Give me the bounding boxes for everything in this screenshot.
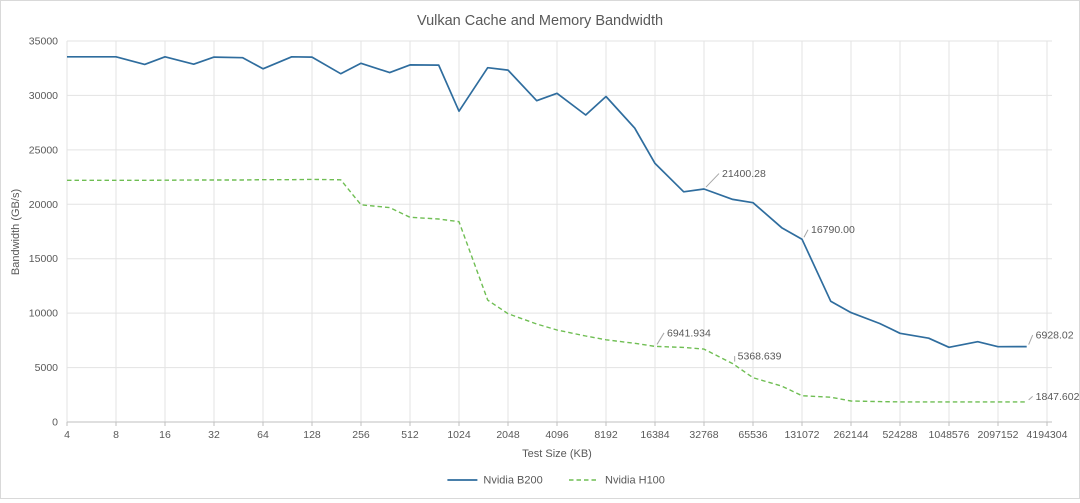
x-tick-label: 2048 <box>496 429 520 441</box>
x-tick-label: 16384 <box>640 429 669 441</box>
legend-item-nvidia-b200: Nvidia B200 <box>447 475 543 487</box>
legend: Nvidia B200 Nvidia H100 <box>447 475 665 487</box>
annotation-leader <box>1028 396 1033 401</box>
annotation-label: 6941.934 <box>667 327 711 339</box>
x-tick-label: 1024 <box>447 429 471 441</box>
annotations: 21400.28 16790.00 6928.02 6941.934 5368.639 1… <box>656 168 1080 403</box>
annotation-leader <box>705 173 720 188</box>
x-tick-label: 524288 <box>882 429 917 441</box>
x-tick-label: 32768 <box>689 429 718 441</box>
y-tick-label: 10000 <box>29 308 58 320</box>
series-line-nvidia-b200 <box>67 55 1027 349</box>
y-axis-title: Bandwidth (GB/s) <box>10 189 22 275</box>
annotation-leader <box>656 332 665 345</box>
y-tick-label: 35000 <box>29 36 58 48</box>
x-tick-label: 4 <box>64 429 70 441</box>
x-axis-title: Test Size (KB) <box>522 448 592 460</box>
x-tick-label: 32 <box>208 429 220 441</box>
x-tick-label: 128 <box>303 429 321 441</box>
annotation-label: 6928.02 <box>1036 330 1074 342</box>
y-tick-label: 15000 <box>29 253 58 265</box>
gridlines <box>66 40 1052 423</box>
x-tick-label: 16 <box>159 429 171 441</box>
x-tick-label: 512 <box>401 429 419 441</box>
y-tick-label: 25000 <box>29 144 58 156</box>
y-tick-label: 0 <box>52 417 58 429</box>
annotation-label: 21400.28 <box>722 168 766 180</box>
legend-label: Nvidia B200 <box>483 475 542 487</box>
annotation-leader <box>1028 334 1034 345</box>
x-tick-label: 4194304 <box>1027 429 1068 441</box>
annotation-label: 16790.00 <box>811 224 855 236</box>
series-lines <box>67 55 1027 403</box>
annotation-label: 1847.602 <box>1036 391 1079 403</box>
x-tick-label: 262144 <box>833 429 868 441</box>
x-tick-label: 65536 <box>738 429 767 441</box>
chart-title: Vulkan Cache and Memory Bandwidth <box>417 13 663 29</box>
x-tick-label: 64 <box>257 429 269 441</box>
annotation-label: 5368.639 <box>738 351 782 363</box>
series-line-nvidia-h100 <box>67 178 1027 403</box>
y-tick-label: 5000 <box>35 362 59 374</box>
x-tick-label: 256 <box>352 429 370 441</box>
x-tick-label: 131072 <box>784 429 819 441</box>
y-tick-label: 20000 <box>29 199 58 211</box>
x-tick-label: 2097152 <box>978 429 1019 441</box>
x-tick-label: 8 <box>113 429 119 441</box>
legend-item-nvidia-h100: Nvidia H100 <box>569 475 665 487</box>
x-tick-label: 4096 <box>545 429 569 441</box>
y-tick-label: 30000 <box>29 90 58 102</box>
legend-label: Nvidia H100 <box>605 475 665 487</box>
annotation-leader <box>803 229 809 238</box>
x-tick-label: 8192 <box>594 429 618 441</box>
x-tick-label: 1048576 <box>929 429 970 441</box>
